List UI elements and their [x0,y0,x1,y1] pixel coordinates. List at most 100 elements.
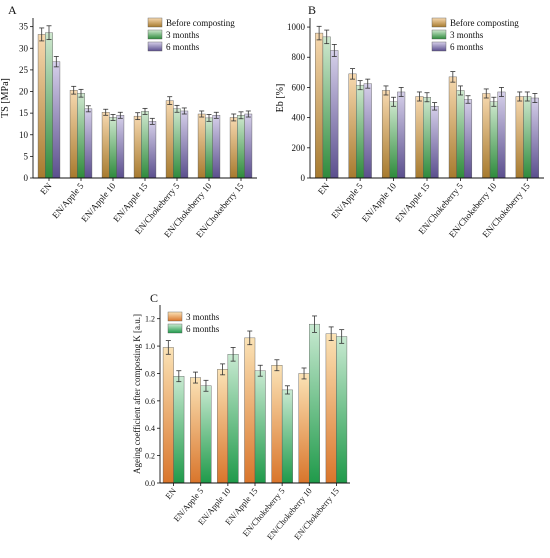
bar [381,90,390,179]
legend-label: 3 months [166,30,200,40]
bar [271,365,283,484]
bar [244,113,253,179]
legend-label: Before composting [166,18,235,28]
bar [322,36,331,179]
legend-label: 3 months [450,30,484,40]
bar [456,90,465,179]
bar [227,354,239,484]
legend-label: Before composting [450,18,519,28]
bar [141,111,149,179]
bar [397,91,406,179]
legend-swatch [167,323,183,334]
y-tick-label: 0.4 [145,424,155,433]
y-tick-label: 10 [19,130,29,140]
bar [190,377,201,484]
bar [497,91,506,179]
bar [254,370,266,484]
legend-swatch [431,17,447,28]
y-tick-label: 400 [292,113,306,123]
bar [212,115,221,179]
bar [45,32,53,179]
bar [205,117,213,179]
bar [77,93,85,179]
panel-letter: C [150,291,158,305]
bar [489,101,498,179]
bar [464,99,473,179]
y-tick-label: 5 [24,151,29,161]
y-tick-label: 35 [19,22,29,32]
bar [336,336,348,484]
bar [348,73,357,179]
y-tick-label: 600 [292,82,306,92]
bar [148,121,157,179]
bar [101,112,110,179]
bar [415,96,424,179]
bar [515,96,524,179]
bar [430,106,439,179]
y-tick-label: 200 [292,143,306,153]
legend-swatch [147,29,163,40]
y-tick-label: 25 [19,65,29,75]
bar [173,108,181,179]
bar [229,117,238,179]
bar [162,347,174,484]
bar [197,113,206,179]
bar [133,115,142,179]
y-tick-label: 0.2 [145,452,155,461]
y-tick-label: 1.0 [145,342,155,351]
bar [315,32,324,179]
legend-swatch [147,17,163,28]
legend-swatch [147,41,163,52]
y-tick-label: 1000 [287,22,306,32]
bar [523,96,532,179]
bar [244,337,256,484]
y-axis-label: Ageing coefficient after composting K [a… [132,314,142,474]
y-tick-label: 0.6 [145,397,155,406]
y-axis-label: TS [MPa] [0,78,11,118]
bar [180,110,189,179]
bar [165,100,174,179]
y-tick-label: 30 [19,43,29,53]
panel-letter: B [308,3,316,17]
y-tick-label: 800 [292,52,306,62]
bar [530,97,539,179]
x-tick-label: EN [163,486,178,501]
y-axis-label: Eb [%] [275,84,286,113]
bar [173,376,185,484]
x-tick-label: EN [38,180,54,196]
legend-label: 6 months [186,324,220,334]
x-tick-label: EN [316,180,332,196]
legend-label: 6 months [166,42,200,52]
bar [281,389,293,484]
bar [325,333,337,484]
legend-label: 6 months [450,42,484,52]
bar [298,373,310,484]
bar [200,385,212,484]
legend-swatch [431,29,447,40]
y-tick-label: 0.8 [145,369,155,378]
bar [116,115,125,179]
y-tick-label: 20 [19,87,29,97]
bar [482,93,491,179]
y-tick-label: 0.0 [145,479,155,488]
bar [356,84,365,179]
bar [423,97,432,179]
legend-swatch [167,311,183,322]
bar [448,76,457,179]
panel-letter: A [8,3,17,17]
bar [109,117,117,179]
y-tick-label: 0 [301,173,306,183]
y-tick-label: 1.2 [145,315,155,324]
bar [237,115,245,179]
bar [389,101,398,179]
legend-label: 3 months [186,312,220,322]
x-tick-label: EN/Apple 5 [329,180,365,220]
bar [37,34,46,179]
legend-swatch [431,41,447,52]
bar [69,90,78,179]
bar [84,108,93,179]
